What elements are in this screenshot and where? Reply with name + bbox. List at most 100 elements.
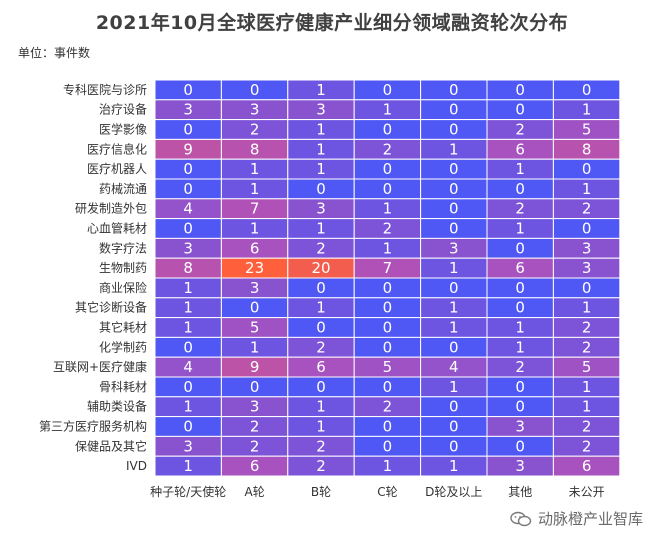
cell-value-label: 2 — [316, 239, 326, 257]
cell-value-label: 0 — [383, 378, 393, 396]
cell-value-label: 0 — [582, 160, 592, 178]
cell-value-label: 2 — [582, 338, 592, 356]
cell-value-label: 8 — [250, 140, 260, 158]
cell-value-label: 0 — [515, 239, 525, 257]
row-label: 药械流通 — [99, 181, 147, 196]
cell-value-label: 1 — [250, 338, 260, 356]
cell-value-label: 0 — [250, 81, 260, 99]
cell-value-label: 0 — [183, 121, 193, 139]
row-label: 化学制药 — [99, 339, 147, 354]
cell-value-label: 3 — [250, 398, 260, 416]
cell-value-label: 5 — [383, 358, 393, 376]
row-label: 医疗信息化 — [87, 141, 147, 156]
cell-value-label: 6 — [582, 457, 592, 475]
cell-value-label: 1 — [582, 398, 592, 416]
cell-value-label: 0 — [582, 81, 592, 99]
cell-value-label: 7 — [383, 259, 393, 277]
cell-value-label: 3 — [250, 101, 260, 119]
cell-value-label: 0 — [515, 299, 525, 317]
cell-value-label: 2 — [383, 140, 393, 158]
column-label: A轮 — [244, 485, 264, 499]
cell-value-label: 6 — [515, 259, 525, 277]
row-label: 骨科耗材 — [99, 380, 147, 394]
cell-value-label: 0 — [449, 338, 459, 356]
cell-value-label: 2 — [316, 338, 326, 356]
cell-value-label: 1 — [250, 220, 260, 238]
cell-value-label: 1 — [515, 220, 525, 238]
cell-value-label: 1 — [183, 279, 193, 297]
cell-value-label: 8 — [582, 140, 592, 158]
cell-value-label: 1 — [515, 319, 525, 337]
cell-value-label: 1 — [515, 160, 525, 178]
cell-value-label: 0 — [383, 418, 393, 436]
cell-value-label: 0 — [383, 81, 393, 99]
cell-value-label: 5 — [250, 319, 260, 337]
cell-value-label: 1 — [183, 299, 193, 317]
row-label: 辅助类设备 — [87, 400, 147, 414]
cell-value-label: 0 — [449, 180, 459, 198]
cell-value-label: 1 — [449, 457, 459, 475]
column-label: 种子轮/天使轮 — [150, 484, 226, 499]
cell-value-label: 9 — [250, 358, 260, 376]
cell-value-label: 1 — [250, 160, 260, 178]
cell-value-label: 1 — [449, 140, 459, 158]
cell-value-label: 1 — [449, 319, 459, 337]
column-label: 未公开 — [569, 485, 605, 499]
cell-value-label: 6 — [316, 358, 326, 376]
cell-value-label: 2 — [582, 319, 592, 337]
cell-value-label: 1 — [383, 457, 393, 475]
watermark-text: 动脉橙产业智库 — [538, 510, 644, 528]
cell-value-label: 0 — [383, 338, 393, 356]
cell-value-label: 2 — [250, 418, 260, 436]
cell-value-label: 2 — [316, 437, 326, 455]
cell-value-label: 0 — [515, 81, 525, 99]
heatmap-cell — [552, 455, 621, 477]
row-label: 心血管耗材 — [87, 221, 147, 236]
cell-value-label: 0 — [316, 180, 326, 198]
cell-value-label: 0 — [515, 180, 525, 198]
cell-value-label: 3 — [449, 239, 459, 257]
cell-value-label: 0 — [183, 180, 193, 198]
row-label: IVD — [126, 459, 147, 473]
cell-value-label: 2 — [582, 437, 592, 455]
cell-value-label: 8 — [183, 259, 193, 277]
cell-value-label: 0 — [449, 418, 459, 436]
cell-value-label: 0 — [449, 81, 459, 99]
cell-value-label: 3 — [582, 259, 592, 277]
cell-value-label: 0 — [515, 398, 525, 416]
cell-value-label: 0 — [449, 160, 459, 178]
cell-value-label: 0 — [449, 121, 459, 139]
cell-value-label: 6 — [250, 457, 260, 475]
cell-value-label: 1 — [582, 180, 592, 198]
cell-value-label: 0 — [316, 319, 326, 337]
cell-value-label: 0 — [383, 279, 393, 297]
cell-value-label: 1 — [383, 239, 393, 257]
cell-value-label: 0 — [515, 378, 525, 396]
cell-value-label: 4 — [449, 358, 459, 376]
cell-value-label: 0 — [582, 220, 592, 238]
cell-value-label: 3 — [316, 200, 326, 218]
cell-value-label: 0 — [449, 101, 459, 119]
cell-value-label: 1 — [316, 418, 326, 436]
cell-value-label: 2 — [250, 121, 260, 139]
row-label: 第三方医疗服务机构 — [39, 419, 147, 434]
cell-value-label: 0 — [183, 81, 193, 99]
cell-value-label: 1 — [250, 180, 260, 198]
cell-value-label: 0 — [183, 418, 193, 436]
cell-value-label: 1 — [582, 378, 592, 396]
cell-value-label: 0 — [515, 437, 525, 455]
row-label: 医疗机器人 — [87, 162, 147, 176]
cell-value-label: 0 — [316, 279, 326, 297]
cell-value-label: 3 — [183, 437, 193, 455]
cell-value-label: 2 — [515, 200, 525, 218]
row-label: 商业保险 — [99, 280, 147, 295]
cell-value-label: 0 — [449, 437, 459, 455]
cell-value-label: 2 — [383, 398, 393, 416]
cell-value-label: 2 — [582, 200, 592, 218]
cell-value-label: 1 — [383, 200, 393, 218]
row-label: 互联网+医疗健康 — [53, 359, 147, 374]
cell-value-label: 0 — [449, 220, 459, 238]
cell-value-label: 0 — [383, 160, 393, 178]
cell-value-label: 3 — [183, 239, 193, 257]
